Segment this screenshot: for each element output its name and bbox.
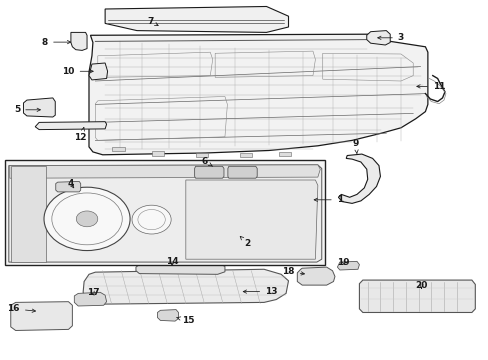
Polygon shape <box>195 153 207 157</box>
Polygon shape <box>89 34 427 155</box>
Polygon shape <box>151 151 163 156</box>
Text: 18: 18 <box>282 267 304 276</box>
Polygon shape <box>194 166 224 178</box>
Text: 6: 6 <box>201 157 212 166</box>
Polygon shape <box>359 280 474 312</box>
Text: 10: 10 <box>62 67 93 76</box>
Bar <box>5 160 325 265</box>
Text: 17: 17 <box>86 288 99 297</box>
Text: 15: 15 <box>176 316 194 325</box>
Polygon shape <box>366 31 389 45</box>
Text: 11: 11 <box>416 82 445 91</box>
Circle shape <box>76 211 98 227</box>
Polygon shape <box>227 166 257 178</box>
Polygon shape <box>35 122 106 130</box>
Text: 12: 12 <box>74 127 87 142</box>
Text: 14: 14 <box>165 256 178 266</box>
Polygon shape <box>89 63 107 80</box>
Polygon shape <box>71 32 87 50</box>
Polygon shape <box>11 166 46 262</box>
Polygon shape <box>10 165 320 178</box>
Polygon shape <box>105 6 288 32</box>
Text: 20: 20 <box>414 281 427 290</box>
Polygon shape <box>9 165 321 262</box>
Circle shape <box>132 205 171 234</box>
Polygon shape <box>337 261 359 270</box>
Polygon shape <box>239 153 251 157</box>
Polygon shape <box>136 263 224 274</box>
Text: 8: 8 <box>42 37 71 46</box>
Text: 16: 16 <box>7 304 36 313</box>
Polygon shape <box>297 267 334 285</box>
Text: 3: 3 <box>377 33 403 42</box>
Text: 19: 19 <box>337 258 349 266</box>
Polygon shape <box>157 310 178 321</box>
Polygon shape <box>56 181 81 192</box>
Text: 5: 5 <box>14 105 41 114</box>
Text: 1: 1 <box>313 195 342 204</box>
Text: 4: 4 <box>67 179 74 188</box>
Circle shape <box>44 187 130 251</box>
Polygon shape <box>23 98 55 117</box>
Polygon shape <box>83 269 288 304</box>
Polygon shape <box>11 302 72 330</box>
Polygon shape <box>185 180 317 259</box>
Text: 2: 2 <box>240 237 249 248</box>
Text: 13: 13 <box>243 287 277 296</box>
Polygon shape <box>112 147 124 151</box>
Polygon shape <box>338 154 380 203</box>
Polygon shape <box>278 152 290 156</box>
Text: 7: 7 <box>147 17 158 26</box>
Polygon shape <box>74 292 106 306</box>
Text: 9: 9 <box>352 139 359 154</box>
